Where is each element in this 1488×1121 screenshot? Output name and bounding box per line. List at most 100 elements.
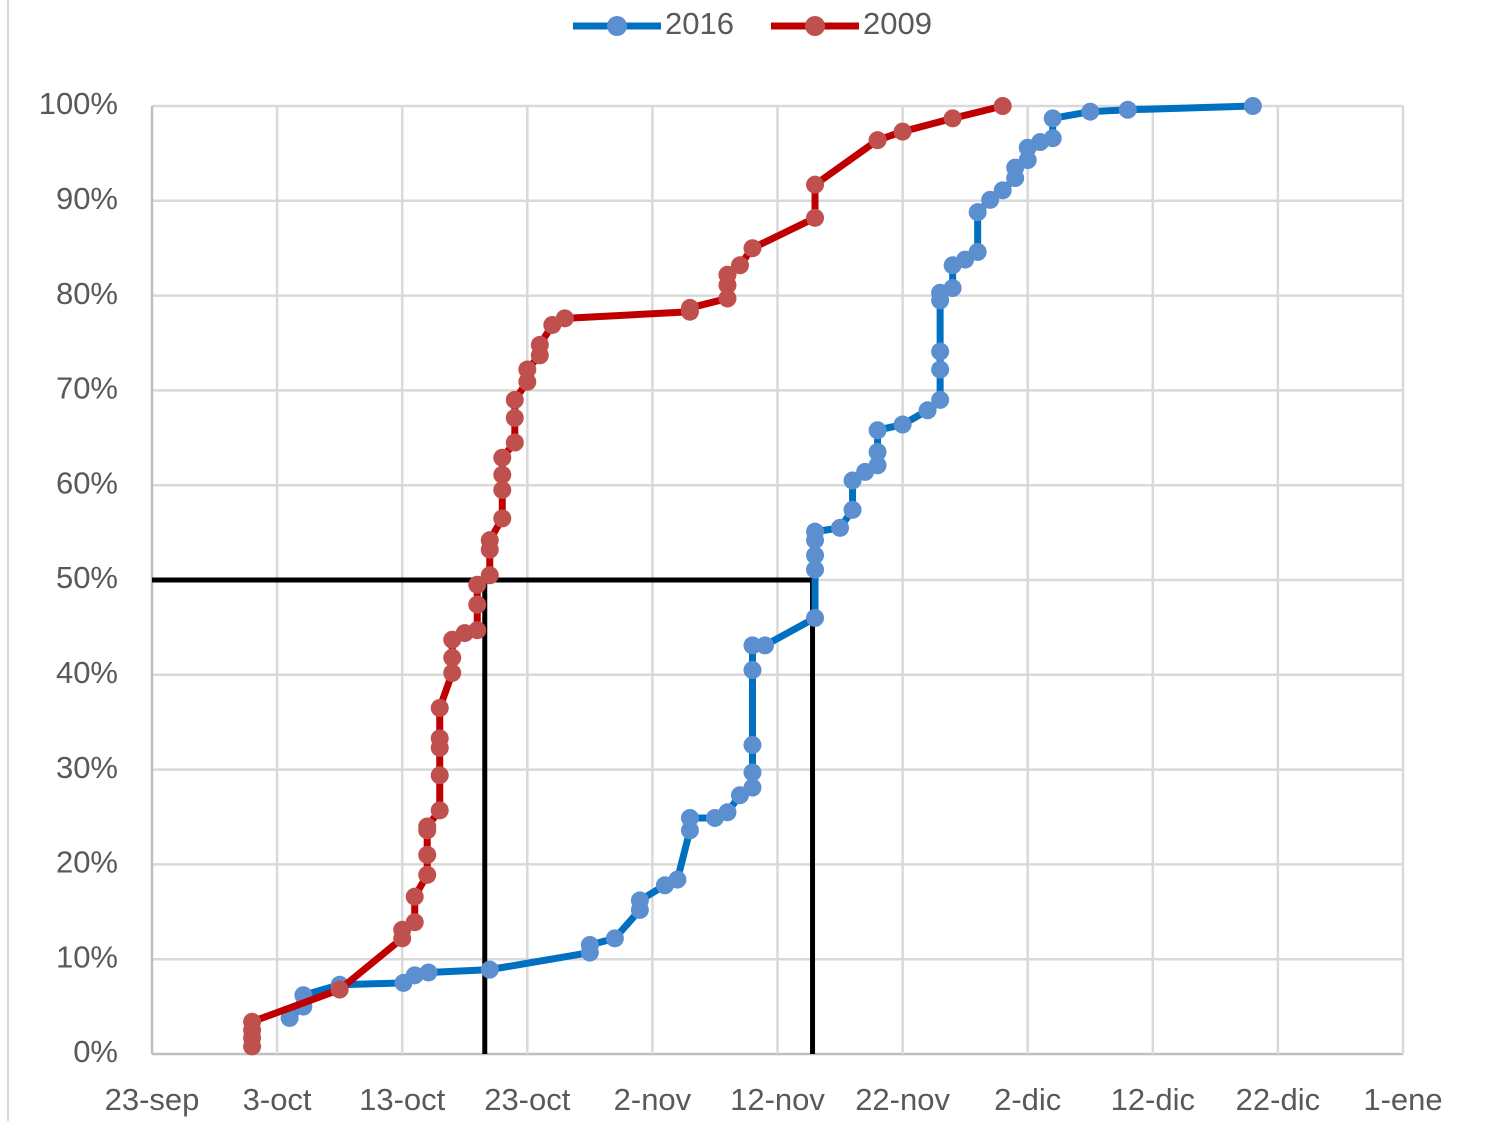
x-tick-label: 2-dic bbox=[994, 1082, 1061, 1117]
data-point bbox=[806, 522, 825, 541]
data-point bbox=[1081, 102, 1100, 121]
data-point bbox=[743, 239, 762, 258]
y-tick-label: 40% bbox=[56, 655, 118, 690]
data-point bbox=[806, 546, 825, 565]
x-tick-label: 23-sep bbox=[105, 1082, 200, 1117]
legend-label: 2016 bbox=[665, 6, 734, 41]
data-point bbox=[280, 1008, 299, 1027]
x-tick-label: 12-dic bbox=[1111, 1082, 1195, 1117]
data-point bbox=[505, 390, 524, 409]
data-point bbox=[518, 372, 537, 391]
data-point bbox=[405, 913, 424, 932]
data-point bbox=[330, 980, 349, 999]
legend-marker bbox=[607, 16, 627, 36]
data-point bbox=[918, 401, 937, 420]
data-point bbox=[981, 190, 1000, 209]
data-point bbox=[443, 648, 462, 667]
data-point bbox=[931, 390, 950, 409]
data-point bbox=[730, 256, 749, 275]
data-point bbox=[806, 175, 825, 194]
data-point bbox=[743, 661, 762, 680]
data-point bbox=[480, 960, 499, 979]
data-point bbox=[419, 963, 438, 982]
data-point bbox=[668, 870, 687, 889]
data-point bbox=[1118, 100, 1137, 119]
data-point bbox=[630, 891, 649, 910]
data-point bbox=[468, 621, 487, 640]
data-point bbox=[430, 766, 449, 785]
data-point bbox=[468, 595, 487, 614]
data-point bbox=[480, 566, 499, 585]
plot bbox=[243, 97, 1262, 1056]
x-tick-label: 13-oct bbox=[359, 1082, 446, 1117]
data-point bbox=[605, 929, 624, 948]
legend-marker bbox=[805, 16, 825, 36]
data-point bbox=[680, 821, 699, 840]
data-point bbox=[743, 778, 762, 797]
data-point bbox=[430, 801, 449, 820]
x-tick-label: 12-nov bbox=[730, 1082, 825, 1117]
y-tick-label: 80% bbox=[56, 276, 118, 311]
data-point bbox=[418, 817, 437, 836]
data-point bbox=[743, 763, 762, 782]
y-tick-label: 10% bbox=[56, 939, 118, 974]
data-point bbox=[868, 131, 887, 150]
data-point bbox=[418, 845, 437, 864]
data-point bbox=[580, 935, 599, 954]
data-point bbox=[718, 265, 737, 284]
data-point bbox=[468, 575, 487, 594]
data-point bbox=[530, 335, 549, 354]
data-point bbox=[493, 448, 512, 467]
y-tick-label: 50% bbox=[56, 560, 118, 595]
data-point bbox=[1018, 151, 1037, 170]
data-point bbox=[405, 887, 424, 906]
data-point bbox=[443, 663, 462, 682]
data-point bbox=[943, 109, 962, 128]
data-point bbox=[806, 560, 825, 579]
y-tick-label: 30% bbox=[56, 750, 118, 785]
data-point bbox=[755, 636, 774, 655]
y-tick-label: 0% bbox=[73, 1034, 118, 1069]
series-line bbox=[248, 102, 1004, 1047]
data-point bbox=[418, 865, 437, 884]
y-tick-label: 70% bbox=[56, 371, 118, 406]
legend: 2016 2009 bbox=[573, 6, 932, 41]
x-tick-label: 2-nov bbox=[614, 1082, 692, 1117]
data-point bbox=[480, 531, 499, 550]
data-point bbox=[493, 509, 512, 528]
data-point bbox=[718, 289, 737, 308]
data-point bbox=[505, 433, 524, 452]
data-point bbox=[680, 808, 699, 827]
y-tick-label: 20% bbox=[56, 845, 118, 880]
data-point bbox=[868, 443, 887, 462]
data-point bbox=[806, 608, 825, 627]
data-point bbox=[831, 518, 850, 537]
data-point bbox=[893, 122, 912, 141]
data-point bbox=[968, 242, 987, 261]
data-point bbox=[430, 729, 449, 748]
legend-label: 2009 bbox=[863, 6, 932, 41]
data-point bbox=[1243, 97, 1262, 115]
data-point bbox=[680, 298, 699, 317]
x-tick-label: 22-nov bbox=[855, 1082, 950, 1117]
data-point bbox=[843, 500, 862, 519]
data-point bbox=[1043, 129, 1062, 148]
y-tick-label: 90% bbox=[56, 181, 118, 216]
data-point bbox=[493, 465, 512, 484]
y-tick-label: 100% bbox=[39, 86, 118, 121]
data-point bbox=[806, 208, 825, 227]
data-point bbox=[718, 803, 737, 822]
axis-labels: 0% 10% 20% 30% 40% 50% 60% 70% 80% 90% 100% 23-sep 3… bbox=[39, 86, 1443, 1117]
data-point bbox=[493, 480, 512, 499]
x-tick-label: 23-oct bbox=[484, 1082, 571, 1117]
data-point bbox=[968, 203, 987, 222]
x-tick-label: 3-oct bbox=[243, 1082, 312, 1117]
data-point bbox=[243, 1012, 262, 1031]
x-tick-label: 22-dic bbox=[1236, 1082, 1320, 1117]
data-point bbox=[430, 698, 449, 717]
data-point bbox=[868, 421, 887, 440]
data-point bbox=[743, 636, 762, 655]
x-tick-label: 1-ene bbox=[1363, 1082, 1442, 1117]
data-point bbox=[1043, 109, 1062, 128]
